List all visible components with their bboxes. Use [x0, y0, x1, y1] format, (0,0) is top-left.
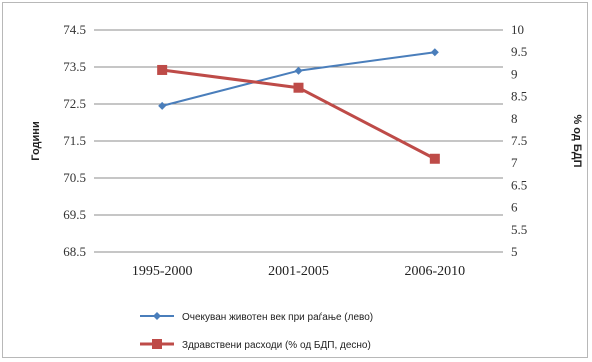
left-tick-label: 69.5 — [63, 207, 86, 222]
left-tick-label: 74.5 — [63, 22, 86, 37]
x-tick-label: 2001-2005 — [268, 264, 329, 279]
left-tick-label: 68.5 — [63, 244, 86, 259]
legend-marker-square — [152, 339, 162, 349]
right-tick-label: 8 — [511, 111, 518, 126]
left-tick-label: 70.5 — [63, 170, 86, 185]
left-tick-label: 72.5 — [63, 96, 86, 111]
right-tick-label: 6 — [511, 200, 518, 215]
x-axis-ticks: 1995-2000 2001-2005 2006-2010 — [132, 264, 465, 279]
legend-label: Здравствени расходи (% од БДП, десно) — [182, 340, 371, 351]
data-point-diamond — [158, 101, 167, 110]
series-line-1 — [161, 51, 435, 107]
data-point-diamond — [430, 48, 439, 57]
right-axis-label: % од БДП — [571, 114, 583, 167]
chart-frame — [2, 2, 588, 358]
right-tick-label: 10 — [511, 22, 524, 37]
x-tick-label: 1995-2000 — [132, 264, 193, 279]
right-tick-label: 5 — [511, 244, 518, 259]
left-axis-label: Години — [30, 121, 42, 160]
data-point-square — [429, 153, 440, 164]
right-tick-label: 7.5 — [511, 133, 527, 148]
right-tick-label: 5.5 — [511, 222, 527, 237]
left-axis-ticks: 74.5 73.5 72.5 71.5 70.5 69.5 68.5 — [63, 22, 86, 259]
data-point-square — [293, 82, 304, 93]
gridlines — [94, 29, 503, 253]
right-tick-label: 6.5 — [511, 177, 527, 192]
legend: Очекуван животен век при раѓање (лево) Зд… — [140, 312, 373, 351]
x-tick-label: 2006-2010 — [404, 264, 465, 279]
legend-marker-diamond — [153, 312, 161, 320]
left-tick-label: 73.5 — [63, 59, 86, 74]
series-layer — [157, 48, 440, 164]
right-tick-label: 9.5 — [511, 44, 527, 59]
right-tick-label: 8.5 — [511, 89, 527, 104]
left-tick-label: 71.5 — [63, 133, 86, 148]
right-tick-label: 9 — [511, 66, 518, 81]
data-point-square — [157, 64, 168, 75]
right-tick-label: 7 — [511, 155, 518, 170]
legend-label: Очекуван животен век при раѓање (лево) — [182, 312, 373, 323]
data-point-diamond — [294, 66, 303, 75]
right-axis-ticks: 10 9.5 9 8.5 8 7.5 7 6.5 6 5.5 5 — [511, 22, 527, 259]
